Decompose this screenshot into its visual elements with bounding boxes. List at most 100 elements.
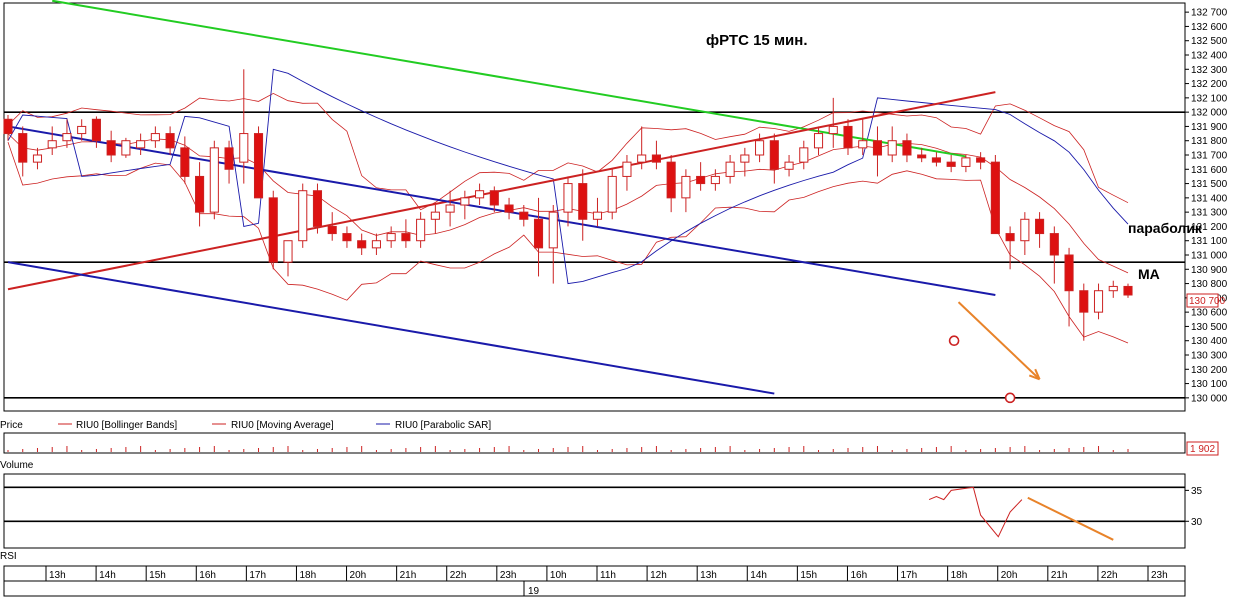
- candle: [371, 233, 381, 255]
- candle: [357, 233, 367, 255]
- candle: [519, 205, 529, 227]
- candle: [563, 176, 573, 227]
- volume-panel-frame: [3, 432, 1186, 454]
- price-tick-label: 132 000: [1191, 108, 1228, 119]
- candle: [976, 152, 986, 170]
- candle-body-up: [386, 233, 396, 242]
- price-tick-label: 130 200: [1191, 365, 1228, 376]
- candle-body-up: [858, 140, 868, 149]
- candle-body-up: [725, 161, 735, 177]
- last-price-label: 130 700: [1189, 296, 1226, 307]
- candle: [504, 197, 514, 220]
- volume-last-label: 1 902: [1190, 444, 1215, 455]
- candle-body-down: [1079, 290, 1089, 313]
- candle-body-up: [445, 204, 455, 213]
- candle-body-up: [209, 147, 219, 213]
- candle: [710, 169, 720, 191]
- candle-body-up: [62, 133, 72, 142]
- candle: [121, 137, 131, 158]
- candle-body-down: [917, 154, 927, 159]
- candle-body-up: [1093, 290, 1104, 313]
- candle: [828, 97, 838, 148]
- price-tick-label: 130 500: [1191, 322, 1228, 333]
- price-tick-label: 132 700: [1191, 8, 1228, 19]
- candle-body-up: [460, 197, 470, 206]
- price-forecast-arrowhead: [1028, 368, 1041, 381]
- candle: [150, 126, 160, 148]
- price-tick-label: 132 500: [1191, 36, 1228, 47]
- legend-ma: RIU0 [Moving Average]: [231, 420, 334, 431]
- candle-body-down: [976, 157, 986, 163]
- price-tick-label: 131 800: [1191, 136, 1228, 147]
- candle-body-down: [1049, 233, 1059, 256]
- rsi-tick-label: 35: [1191, 486, 1203, 497]
- candle: [784, 155, 794, 177]
- candle: [725, 155, 735, 184]
- price-tick-label: 131 200: [1191, 222, 1228, 233]
- price-tick-label: 130 800: [1191, 279, 1228, 290]
- candle: [622, 155, 632, 191]
- candle: [946, 155, 956, 173]
- candle: [416, 212, 426, 248]
- candle-body-down: [253, 133, 264, 199]
- legend: Price RIU0 [Bollinger Bands] RIU0 [Movin…: [0, 420, 491, 431]
- candle: [312, 183, 323, 234]
- candle: [32, 147, 43, 170]
- candle: [430, 205, 440, 234]
- price-tick-label: 132 300: [1191, 65, 1228, 76]
- candle: [917, 147, 927, 163]
- price-tick-label: 131 400: [1191, 193, 1228, 204]
- candle-body-up: [563, 183, 573, 213]
- candle: [740, 147, 750, 177]
- candle-body-down: [931, 157, 941, 163]
- candle: [165, 126, 175, 155]
- price-marker: [1004, 392, 1016, 404]
- candle: [651, 140, 661, 170]
- candle: [637, 126, 647, 170]
- candle: [106, 130, 116, 163]
- candle-body-down: [519, 211, 529, 220]
- candle-body-up: [371, 240, 381, 249]
- time-tick-label: 18h: [951, 570, 968, 581]
- candle-body-up: [784, 161, 794, 170]
- rsi-label: RSI: [0, 551, 17, 562]
- candle-body-down: [268, 197, 278, 263]
- candle-body-up: [637, 154, 647, 163]
- candle-body-down: [946, 161, 956, 167]
- candle: [990, 155, 1000, 235]
- candle-body-up: [430, 211, 440, 220]
- candle-body-down: [1123, 285, 1133, 296]
- candle: [239, 69, 249, 184]
- candle: [1093, 283, 1104, 320]
- candle: [1064, 247, 1074, 327]
- candle: [607, 169, 617, 220]
- price-tick-label: 132 200: [1191, 79, 1228, 90]
- candle: [386, 226, 396, 248]
- candle-body-down: [872, 140, 883, 156]
- time-tick-label: 22h: [450, 570, 467, 581]
- candle: [799, 140, 809, 170]
- candle-body-up: [150, 133, 160, 142]
- candle: [62, 119, 72, 148]
- candle-body-down: [165, 133, 175, 149]
- time-tick-label: 21h: [1051, 570, 1068, 581]
- candle: [858, 119, 868, 155]
- candle-body-up: [961, 157, 971, 167]
- candle: [180, 136, 190, 184]
- candle: [1005, 226, 1015, 270]
- price-tick-label: 131 700: [1191, 151, 1228, 162]
- candle: [195, 162, 205, 227]
- price-tick-label: 130 600: [1191, 308, 1228, 319]
- candle-body-up: [136, 140, 146, 149]
- candle: [460, 190, 470, 220]
- candle-body-up: [887, 140, 897, 156]
- candle-body-down: [666, 161, 676, 199]
- candle: [1049, 226, 1059, 284]
- candle-body-up: [283, 240, 293, 263]
- price-tick-label: 130 300: [1191, 351, 1228, 362]
- candle: [533, 197, 544, 277]
- candle-body-up: [298, 190, 308, 242]
- price-tick-label: 130 000: [1191, 393, 1228, 404]
- candle: [136, 133, 146, 155]
- time-tick-label: 22h: [1101, 570, 1118, 581]
